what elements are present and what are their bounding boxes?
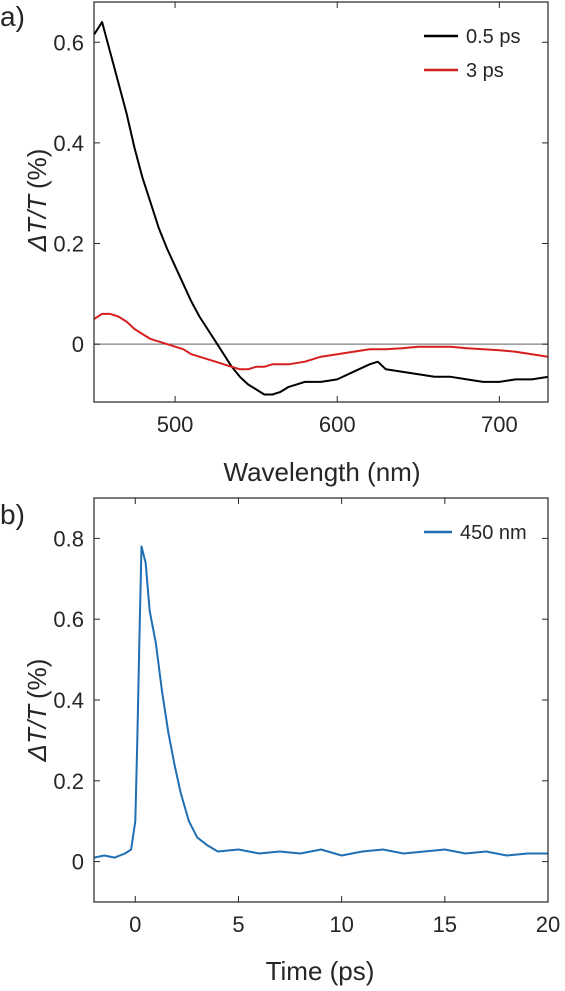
plot-frame	[93, 1, 549, 403]
panel-b: b) ΔT/T(%) Time (ps) 0 5 10 15 2000.20.40.60…	[0, 497, 560, 986]
series-line-0.5-ps	[94, 21, 548, 396]
y-axis-title-a-unit: (%)	[22, 149, 52, 189]
x-tick-label: 10	[329, 912, 353, 937]
y-tick-label: 0.4	[53, 131, 84, 156]
plot-frame	[93, 497, 549, 903]
y-axis-title-a-prefix: ΔT/T	[22, 193, 52, 253]
x-tick-label: 600	[319, 412, 356, 437]
x-tick-label: 5	[232, 912, 244, 937]
x-axis-title-a: Wavelength (nm)	[224, 457, 421, 487]
y-tick-label: 0	[72, 332, 84, 357]
legend-label: 0.5 ps	[466, 26, 520, 48]
x-tick-label: 0	[129, 912, 141, 937]
y-axis-title-b: ΔT/T (%)	[22, 659, 52, 763]
panel-label-b: b)	[0, 499, 25, 530]
y-tick-label: 0.6	[53, 30, 84, 55]
y-axis-title-b-prefix: ΔT/T	[22, 703, 52, 763]
y-tick-label: 0.4	[53, 688, 84, 713]
x-tick-label: 15	[433, 912, 457, 937]
y-tick-label: 0.2	[53, 769, 84, 794]
panel-a: a) ΔT/T (%) Wavelength (nm) 500 600 700 0 0.2…	[0, 1, 549, 487]
y-axis-title-a: ΔT/T (%)	[22, 149, 52, 253]
legend-label: 3 ps	[466, 60, 504, 82]
x-tick-label: 20	[536, 912, 560, 937]
x-tick-label: 500	[157, 412, 194, 437]
legend-label: 450 nm	[460, 522, 527, 544]
y-tick-label: 0.8	[53, 526, 84, 551]
panel-label-a: a)	[0, 1, 25, 32]
series-line-3-ps	[94, 312, 548, 371]
y-tick-label: 0.2	[53, 232, 84, 257]
y-tick-label: 0.6	[53, 607, 84, 632]
y-axis-title-b-unit: (%)	[22, 659, 52, 699]
plot-area-b: 0 5 10 15 20 0 0.2 0.4 0.6 0.8 450 nm	[53, 497, 560, 937]
x-axis-title-b: Time (ps)	[266, 956, 375, 986]
x-tick-label: 700	[481, 412, 518, 437]
plot-area-a: 500 600 700 0 0.2 0.4 0.6 0.5 ps 3 ps	[53, 1, 549, 437]
y-tick-label: 0	[72, 850, 84, 875]
series-line-450-nm	[94, 545, 548, 859]
